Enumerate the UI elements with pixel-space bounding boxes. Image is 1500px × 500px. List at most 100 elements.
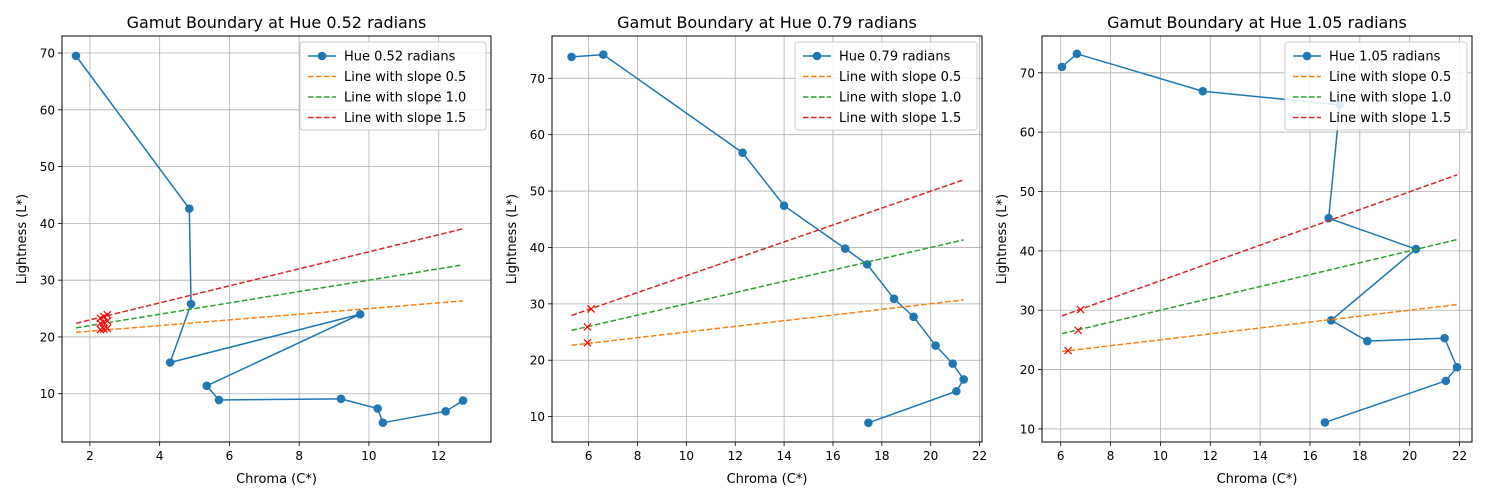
- series-slope-line-2: [1061, 238, 1458, 335]
- y-tick-label: 10: [530, 410, 545, 424]
- y-tick-label: 20: [530, 354, 545, 368]
- data-point: [1072, 49, 1082, 59]
- data-point: [599, 50, 608, 59]
- y-axis-label: Lightness (L*): [15, 194, 30, 284]
- legend-item: Hue 0.79 radians: [803, 50, 951, 65]
- x-tick-label: 14: [1252, 449, 1267, 463]
- series-boundary: [71, 51, 468, 427]
- data-point: [840, 244, 850, 253]
- y-tick-label: 40: [530, 241, 545, 255]
- series-slope-line-1: [1061, 303, 1458, 353]
- x-tick-label: 20: [1402, 449, 1417, 463]
- series-line: [75, 55, 464, 424]
- x-marker: [103, 324, 112, 333]
- series-slope-line-2: [571, 239, 964, 332]
- x-tick-label: 18: [874, 449, 889, 463]
- x-marker: [103, 317, 112, 326]
- legend-item: Line with slope 1.0: [1293, 91, 1451, 106]
- y-tick-label: 60: [530, 128, 545, 142]
- panel-hue-052: 2 4 6 8 10 12 10 20 30 40 50 60 70 Gamut Boundary at …: [15, 13, 492, 487]
- x-tick-label: 8: [1107, 449, 1115, 463]
- data-point: [202, 381, 212, 391]
- x-tick-label: 22: [1452, 449, 1467, 463]
- x-tick-label: 8: [295, 449, 303, 463]
- intersection-markers: [96, 310, 112, 334]
- legend-item: Hue 0.52 radians: [308, 50, 456, 65]
- x-tick-label: 8: [634, 449, 642, 463]
- x-tick-label: 16: [825, 449, 840, 463]
- intersection-markers: [1064, 305, 1085, 355]
- data-point: [1326, 316, 1336, 325]
- y-tick-label: 20: [1020, 363, 1035, 377]
- legend-item: Line with slope 1.0: [803, 91, 961, 106]
- data-point: [889, 294, 899, 304]
- axes-frame: [551, 35, 983, 443]
- y-tick-label: 50: [530, 185, 545, 199]
- x-axis-label: Chroma (C*): [1217, 472, 1298, 487]
- data-point: [567, 52, 576, 62]
- series-boundary: [1057, 49, 1462, 427]
- y-tick-label: 20: [40, 330, 55, 344]
- data-point: [779, 201, 789, 211]
- legend-label: Line with slope 1.5: [344, 111, 466, 126]
- grid: [62, 36, 491, 442]
- data-point: [336, 394, 346, 404]
- y-tick-label: 70: [40, 47, 55, 61]
- y-tick-label: 70: [1020, 66, 1035, 80]
- data-point: [1452, 362, 1462, 372]
- legend: Hue 1.05 radians Line with slope 0.5 Line …: [1284, 41, 1468, 131]
- y-tick-label: 60: [1020, 126, 1035, 140]
- x-tick-label: 12: [1203, 449, 1218, 463]
- x-tick-label: 14: [776, 449, 791, 463]
- x-marker: [1064, 346, 1073, 355]
- panel-hue-105: 6 8 10 12 14 16 18 20 22 10 20 30 40 50 60 70 Gamut Boun…: [995, 13, 1473, 487]
- legend-item: Line with slope 0.5: [803, 70, 961, 85]
- y-tick-label: 70: [530, 72, 545, 86]
- legend-item: Line with slope 1.5: [803, 111, 961, 126]
- data-point: [1441, 376, 1451, 386]
- legend-label: Hue 0.79 radians: [839, 50, 951, 65]
- series-line: [75, 300, 464, 334]
- series-line: [1061, 174, 1458, 317]
- series-slope-line-3: [571, 179, 964, 317]
- legend-item: Hue 1.05 radians: [1293, 50, 1441, 65]
- data-point: [355, 309, 365, 319]
- data-point: [1057, 62, 1067, 72]
- series-line: [75, 264, 464, 329]
- series-slope-line-2: [75, 264, 464, 329]
- y-tick-label: 40: [40, 217, 55, 231]
- legend-box: [299, 41, 487, 131]
- y-tick-label: 40: [1020, 244, 1035, 258]
- x-axis-label: Chroma (C*): [727, 472, 808, 487]
- series-boundary: [567, 50, 968, 428]
- series-slope-line-3: [1061, 174, 1458, 317]
- chart-title: Gamut Boundary at Hue 0.79 radians: [617, 13, 917, 32]
- data-point: [864, 418, 873, 428]
- x-tick-label: 10: [679, 449, 694, 463]
- data-point: [373, 404, 382, 413]
- y-axis-label: Lightness (L*): [995, 194, 1010, 284]
- legend-label: Hue 1.05 radians: [1329, 50, 1441, 65]
- legend-marker: [317, 51, 327, 61]
- legend-label: Hue 0.52 radians: [344, 50, 456, 65]
- legend-marker: [1302, 51, 1312, 61]
- data-point: [1320, 418, 1330, 427]
- data-point: [71, 51, 81, 61]
- data-point: [458, 396, 468, 405]
- y-tick-label: 10: [40, 387, 55, 401]
- x-marker: [583, 338, 592, 347]
- x-tick-label: 12: [728, 449, 743, 463]
- x-tick-label: 4: [156, 449, 164, 463]
- legend-box: [1284, 41, 1468, 131]
- series-line: [1061, 238, 1458, 335]
- x-marker: [103, 310, 112, 319]
- y-axis-label: Lightness (L*): [505, 194, 520, 284]
- x-tick-label: 18: [1352, 449, 1367, 463]
- panel-hue-079: 6 8 10 12 14 16 18 20 22 10 20 30 40 50 60 70 Gamut Boun…: [505, 13, 987, 487]
- x-marker: [583, 322, 592, 331]
- series-line: [571, 299, 964, 347]
- x-tick-label: 12: [431, 449, 446, 463]
- x-tick-label: 6: [585, 449, 593, 463]
- y-tick-label: 30: [530, 297, 545, 311]
